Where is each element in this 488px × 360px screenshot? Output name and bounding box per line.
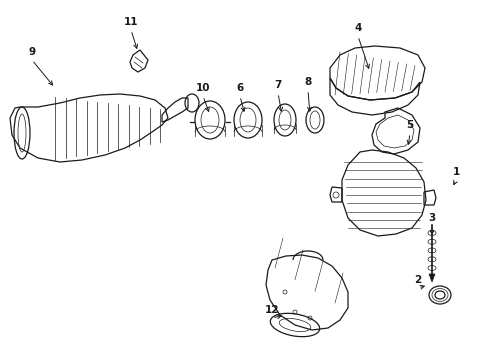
- Text: 9: 9: [28, 47, 36, 57]
- Text: 5: 5: [406, 120, 413, 130]
- Text: 6: 6: [236, 83, 243, 93]
- Polygon shape: [428, 274, 434, 282]
- Text: 7: 7: [274, 80, 281, 90]
- Text: 4: 4: [354, 23, 361, 33]
- Text: 1: 1: [451, 167, 459, 177]
- Text: 2: 2: [413, 275, 421, 285]
- Text: 12: 12: [264, 305, 279, 315]
- Text: 3: 3: [427, 213, 435, 223]
- Text: 10: 10: [195, 83, 210, 93]
- Text: 8: 8: [304, 77, 311, 87]
- Text: 11: 11: [123, 17, 138, 27]
